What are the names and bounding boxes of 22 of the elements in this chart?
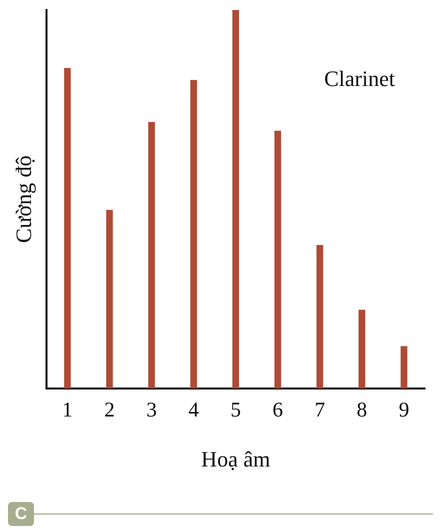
bar bbox=[400, 346, 408, 388]
text: Clarinet bbox=[324, 66, 395, 91]
text: C bbox=[8, 502, 34, 526]
x-axis-title: Hoạ âm bbox=[201, 446, 270, 472]
x-tick-label: 2 bbox=[104, 398, 115, 422]
bar bbox=[64, 68, 71, 388]
bar bbox=[358, 310, 366, 388]
x-tick-label: 5 bbox=[230, 398, 241, 422]
y-axis-title: Cường độ bbox=[10, 155, 36, 244]
bar bbox=[274, 130, 282, 388]
bar bbox=[106, 210, 113, 388]
x-tick-label: 7 bbox=[314, 398, 326, 422]
x-tick-label: 8 bbox=[356, 398, 368, 422]
x-tick-label: 1 bbox=[62, 398, 73, 422]
x-tick-label: 4 bbox=[188, 398, 200, 422]
bar bbox=[232, 10, 240, 388]
bar bbox=[190, 80, 197, 388]
x-tick-label: 9 bbox=[398, 398, 410, 422]
bar bbox=[148, 122, 155, 388]
bar bbox=[316, 245, 324, 388]
x-tick-label: 3 bbox=[146, 398, 157, 422]
x-tick-label: 6 bbox=[272, 398, 284, 422]
